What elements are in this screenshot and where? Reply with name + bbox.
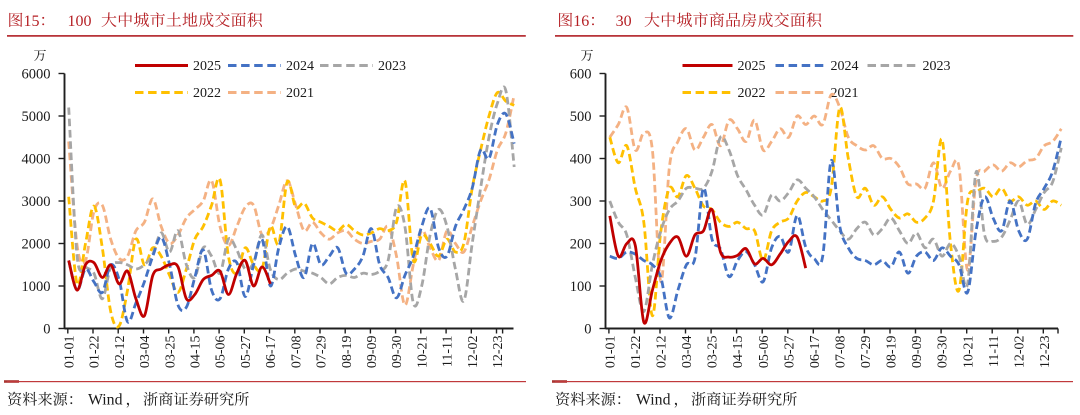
- svg-text:600: 600: [570, 66, 592, 82]
- svg-text:06-17: 06-17: [808, 336, 823, 369]
- svg-text:05-06: 05-06: [214, 336, 229, 369]
- svg-text:01-22: 01-22: [88, 336, 103, 369]
- svg-text:05-27: 05-27: [782, 336, 797, 369]
- svg-text:03-25: 03-25: [163, 336, 178, 369]
- svg-text:04-15: 04-15: [731, 336, 746, 369]
- svg-text:100: 100: [68, 13, 92, 30]
- svg-text:09-09: 09-09: [365, 336, 380, 369]
- svg-text:2022: 2022: [193, 86, 221, 101]
- svg-text:200: 200: [570, 236, 592, 252]
- svg-text:02-12: 02-12: [113, 336, 128, 369]
- svg-text:0: 0: [584, 321, 591, 337]
- svg-text:11-11: 11-11: [441, 336, 456, 368]
- svg-text:2024: 2024: [831, 59, 859, 74]
- svg-text:2025: 2025: [738, 59, 766, 74]
- svg-text:09-09: 09-09: [910, 336, 925, 369]
- svg-text:30: 30: [616, 13, 632, 30]
- svg-text:09-30: 09-30: [390, 336, 405, 369]
- svg-text:2000: 2000: [22, 236, 51, 252]
- svg-text:12-23: 12-23: [491, 336, 506, 369]
- svg-text:01-01: 01-01: [604, 336, 619, 369]
- svg-text:01-22: 01-22: [629, 336, 644, 369]
- svg-text:15: 15: [24, 13, 40, 30]
- svg-text:100: 100: [570, 279, 592, 295]
- svg-text:07-08: 07-08: [289, 336, 304, 369]
- svg-text:400: 400: [570, 151, 592, 167]
- svg-text:500: 500: [570, 109, 592, 125]
- svg-text:3000: 3000: [22, 194, 51, 210]
- svg-text:03-25: 03-25: [706, 336, 721, 369]
- svg-text:01-01: 01-01: [62, 336, 77, 369]
- svg-text:2023: 2023: [378, 59, 406, 74]
- svg-text:08-19: 08-19: [885, 336, 900, 369]
- svg-text:1000: 1000: [22, 279, 51, 295]
- svg-text:2023: 2023: [923, 59, 951, 74]
- svg-text:16: 16: [573, 13, 589, 30]
- svg-text:09-30: 09-30: [936, 336, 951, 369]
- svg-text:07-29: 07-29: [859, 336, 874, 369]
- svg-text:05-06: 05-06: [757, 336, 772, 369]
- svg-text:2025: 2025: [193, 59, 221, 74]
- svg-text:0: 0: [43, 321, 50, 337]
- svg-text:10-21: 10-21: [961, 336, 976, 369]
- svg-text:05-27: 05-27: [239, 336, 254, 369]
- svg-text:12-23: 12-23: [1038, 336, 1053, 369]
- svg-text:Wind: Wind: [88, 392, 123, 409]
- svg-text:2021: 2021: [831, 86, 859, 101]
- svg-text:Wind: Wind: [636, 392, 671, 409]
- svg-text:07-08: 07-08: [834, 336, 849, 369]
- svg-text:5000: 5000: [22, 109, 51, 125]
- svg-text:02-12: 02-12: [655, 336, 670, 369]
- svg-text:03-04: 03-04: [138, 336, 153, 369]
- svg-text:12-02: 12-02: [466, 336, 481, 369]
- svg-text:03-04: 03-04: [680, 336, 695, 369]
- svg-text:2022: 2022: [738, 86, 766, 101]
- svg-text:12-02: 12-02: [1012, 336, 1027, 369]
- svg-text:08-19: 08-19: [340, 336, 355, 369]
- svg-text:2021: 2021: [286, 86, 314, 101]
- svg-text:6000: 6000: [22, 66, 51, 82]
- svg-text:04-15: 04-15: [189, 336, 204, 369]
- svg-text:11-11: 11-11: [987, 336, 1002, 368]
- svg-text:4000: 4000: [22, 151, 51, 167]
- svg-text:10-21: 10-21: [415, 336, 430, 369]
- svg-text:06-17: 06-17: [264, 336, 279, 369]
- svg-text:2024: 2024: [286, 59, 314, 74]
- svg-text:300: 300: [570, 194, 592, 210]
- svg-text:07-29: 07-29: [315, 336, 330, 369]
